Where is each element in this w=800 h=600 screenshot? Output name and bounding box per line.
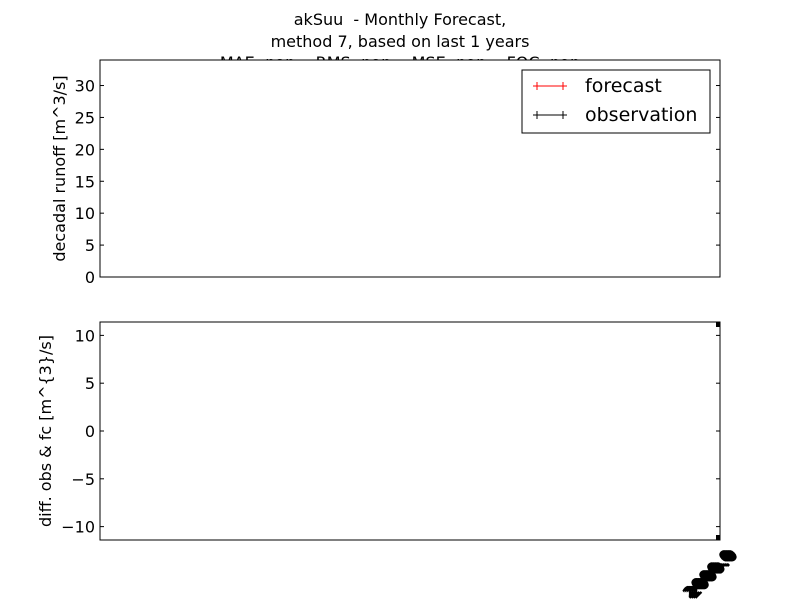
top-ytick-label: 30 [75, 77, 95, 96]
bottom-ytick-label: 10 [75, 326, 95, 345]
top-panel-ylabel: decadal runoff [m^3/s] [50, 75, 69, 261]
chart-title-line-1: akSuu - Monthly Forecast, [293, 10, 507, 29]
bottom-panel-ticks: 10 5 0 −5 −10 [61, 326, 720, 537]
bottom-panel-marker-bottom [716, 535, 720, 540]
bottom-ytick-label: 0 [85, 422, 95, 441]
bottom-panel-marker-top [716, 322, 720, 327]
bottom-ytick-label: −5 [71, 470, 95, 489]
legend-forecast-label: forecast [585, 75, 662, 97]
top-ytick-label: 10 [75, 204, 95, 223]
chart-title-line-2: method 7, based on last 1 years [270, 32, 530, 51]
bottom-panel-ylabel: diff. obs & fc [m^{3}/s] [36, 335, 55, 527]
legend-frame [521, 69, 711, 134]
top-ytick-label: 15 [75, 172, 95, 191]
top-panel-ticks: 0 5 10 15 20 25 30 [75, 77, 720, 287]
top-ytick-label: 5 [85, 236, 95, 255]
legend-observation-label: observation [585, 104, 697, 126]
bottom-ytick-label: −10 [61, 518, 95, 537]
bottom-panel-frame [99, 321, 721, 541]
bottom-ytick-label: 5 [85, 374, 95, 393]
top-ytick-label: 0 [85, 268, 95, 287]
top-ytick-label: 25 [75, 108, 95, 127]
legend: forecast observation [521, 69, 711, 134]
top-ytick-label: 20 [75, 140, 95, 159]
